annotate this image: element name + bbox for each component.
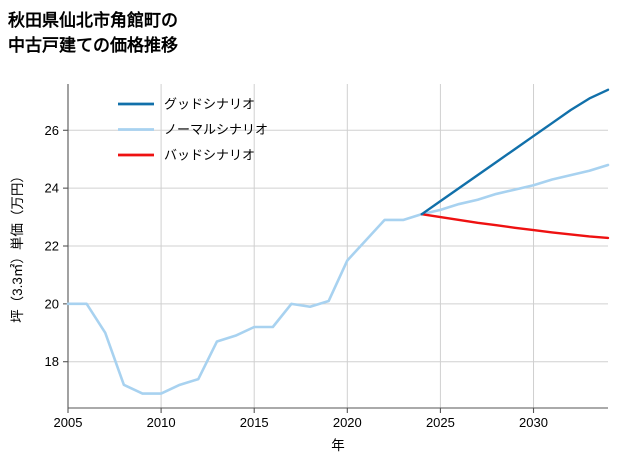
legend-label: ノーマルシナリオ (164, 122, 268, 137)
data-series-group (66, 88, 610, 395)
y-axis-title: 坪（3.3㎡）単価（万円） (10, 169, 25, 323)
x-tick-label: 2020 (333, 415, 362, 430)
y-tick-label: 26 (45, 123, 59, 138)
y-axis-ticks: 18 20 22 24 26 (45, 123, 68, 369)
y-tick-label: 24 (45, 181, 59, 196)
y-tick-label: 22 (45, 239, 59, 254)
x-tick-label: 2025 (426, 415, 455, 430)
series-line (420, 88, 610, 216)
legend-label: グッドシナリオ (164, 97, 255, 112)
legend-label: バッドシナリオ (164, 148, 255, 163)
page-title: 秋田県仙北市角館町の 中古戸建ての価格推移 (8, 11, 178, 55)
series-line (66, 163, 610, 395)
x-tick-label: 2030 (519, 415, 548, 430)
x-tick-label: 2005 (54, 415, 83, 430)
y-tick-label: 20 (45, 296, 59, 311)
x-axis-ticks: 2005 2010 2015 2020 2025 2030 (54, 408, 548, 430)
gridlines (67, 84, 608, 408)
x-axis-title: 年 (331, 438, 345, 453)
series-line (420, 212, 610, 240)
y-tick-label: 18 (45, 354, 59, 369)
x-tick-label: 2015 (240, 415, 269, 430)
x-tick-label: 2010 (147, 415, 176, 430)
